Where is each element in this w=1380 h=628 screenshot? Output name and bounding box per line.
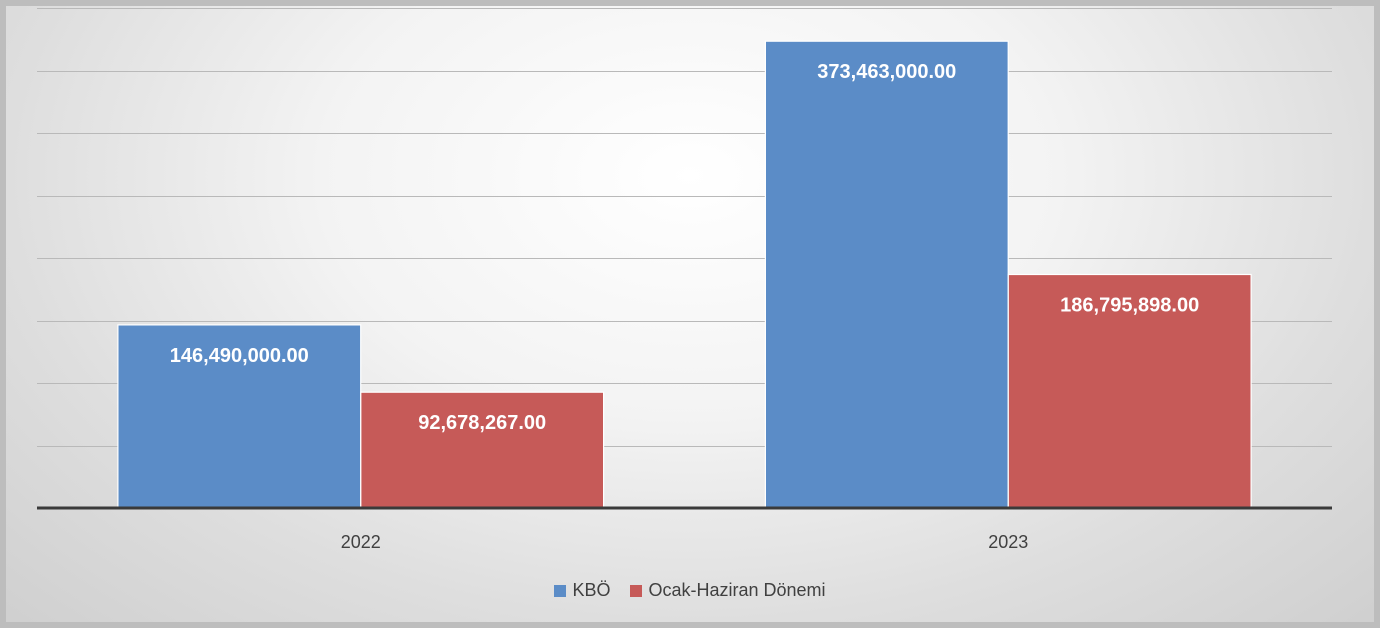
data-label-kbo-2023: 373,463,000.00 (817, 61, 956, 83)
bars: 146,490,000.00 92,678,267.00 373,463,000.0… (117, 40, 1252, 509)
bar-kbo-2023 (764, 40, 1009, 509)
legend-swatch-kbo (554, 584, 567, 597)
x-tick-label-2023: 2023 (988, 532, 1028, 552)
data-label-ocak-haziran-2022: 92,678,267.00 (418, 412, 546, 434)
bar-ocak-haziran-2022 (360, 391, 605, 509)
x-tick-label-2022: 2022 (341, 532, 381, 552)
legend-item-kbo: KBÖ (554, 580, 610, 601)
bar-kbo-2022 (117, 324, 362, 509)
x-tick-labels: 2022 2023 (341, 532, 1029, 552)
data-label-kbo-2022: 146,490,000.00 (170, 345, 309, 367)
data-label-ocak-haziran-2023: 186,795,898.00 (1060, 295, 1199, 317)
legend: KBÖ Ocak-Haziran Dönemi (0, 580, 1380, 601)
legend-swatch-ocak-haziran (630, 584, 643, 597)
legend-item-ocak-haziran: Ocak-Haziran Dönemi (630, 580, 826, 601)
bar-ocak-haziran-2023 (1007, 273, 1252, 509)
legend-label-ocak-haziran: Ocak-Haziran Dönemi (648, 580, 826, 600)
legend-label-kbo: KBÖ (572, 580, 611, 600)
